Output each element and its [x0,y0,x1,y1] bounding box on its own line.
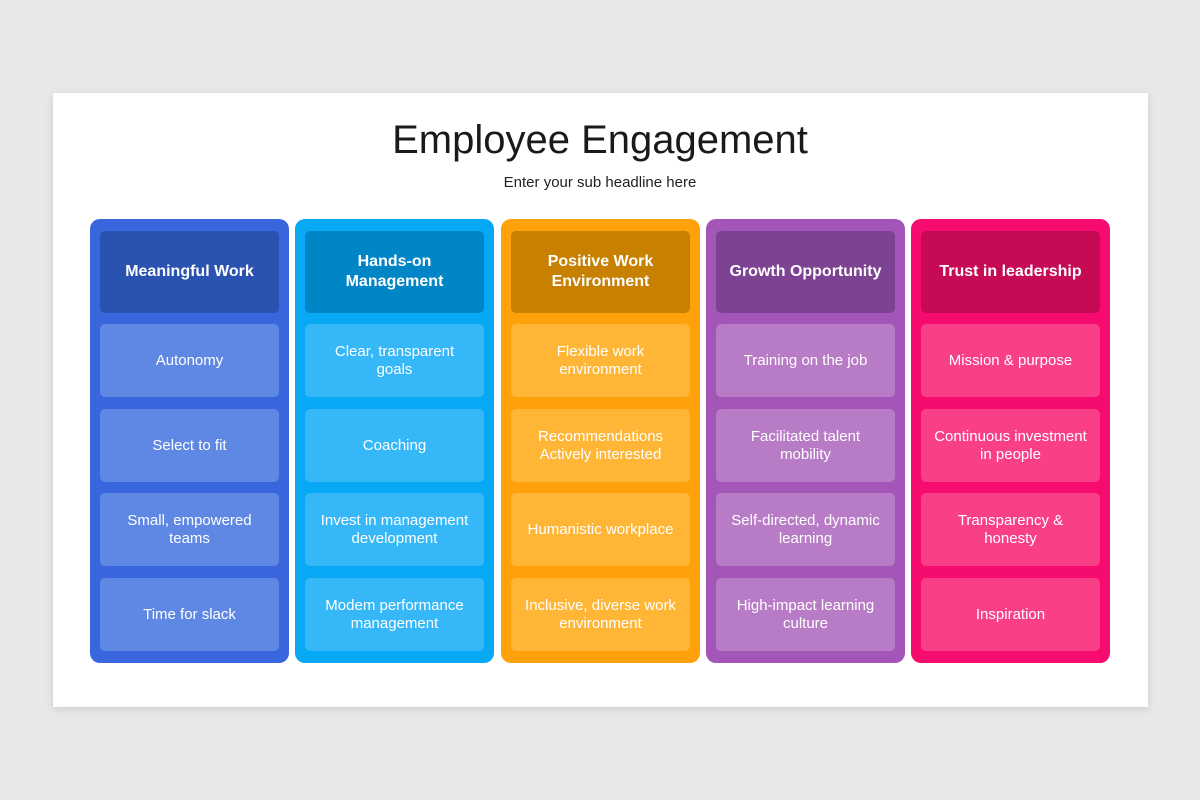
column-item: Coaching [305,409,484,482]
column-heading: Meaningful Work [100,231,279,313]
column-item: Clear, transparent goals [305,324,484,397]
column-item: Select to fit [100,409,279,482]
column-item: Time for slack [100,578,279,651]
column-item: High-impact learning culture [716,578,895,651]
column-item: Flexible work environment [511,324,690,397]
column-item: Transparency & honesty [921,493,1100,566]
column-1: Meaningful Work Autonomy Select to fit Smal… [90,219,289,663]
column-2: Hands-on Management Clear, transparent go… [295,219,494,663]
column-heading: Trust in leadership [921,231,1100,313]
column-item: Invest in management development [305,493,484,566]
column-item: Modem performance management [305,578,484,651]
column-item: Facilitated talent mobility [716,409,895,482]
column-heading: Growth Opportunity [716,231,895,313]
subtitle: Enter your sub headline here [503,174,697,191]
column-item: Inspiration [921,578,1100,651]
column-item: Self-directed, dynamic learning [716,493,895,566]
column-item: Training on the job [716,324,895,397]
column-3: Positive Work Environment Flexible work e… [501,219,700,663]
column-item: Inclusive, diverse work environment [511,578,690,651]
column-item: Recommendations Actively interested [511,409,690,482]
column-5: Trust in leadership Mission & purpose Cont… [911,219,1110,663]
page-title: Employee Engagement [392,118,808,162]
column-item: Small, empowered teams [100,493,279,566]
column-item: Autonomy [100,324,279,397]
column-heading: Positive Work Environment [511,231,690,313]
column-item: Humanistic workplace [511,493,690,566]
column-heading: Hands-on Management [305,231,484,313]
column-4: Growth Opportunity Training on the job Fac… [706,219,905,663]
column-item: Continuous investment in people [921,409,1100,482]
column-item: Mission & purpose [921,324,1100,397]
